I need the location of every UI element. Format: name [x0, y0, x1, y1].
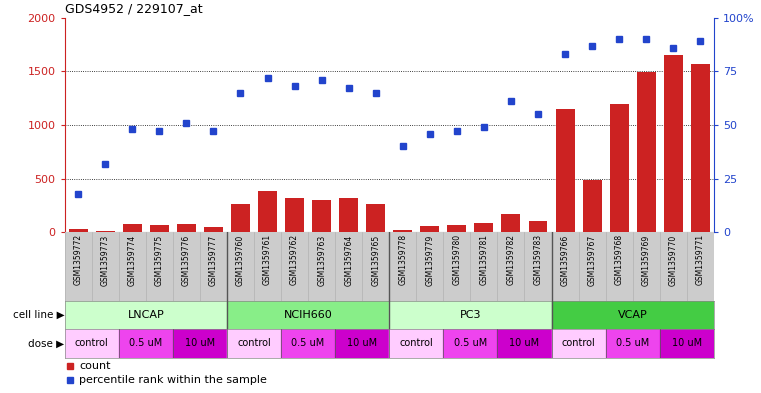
Text: LNCAP: LNCAP: [127, 310, 164, 320]
Bar: [281, 329, 335, 358]
Bar: [660, 329, 714, 358]
Bar: [606, 329, 660, 358]
Bar: [312, 200, 331, 232]
Bar: [366, 204, 385, 232]
Bar: [96, 231, 115, 232]
Text: control: control: [562, 338, 595, 349]
Bar: [691, 64, 710, 232]
Bar: [637, 72, 656, 232]
Text: 10 uM: 10 uM: [509, 338, 540, 349]
Bar: [65, 329, 119, 358]
Text: 0.5 uM: 0.5 uM: [454, 338, 487, 349]
Bar: [389, 301, 552, 329]
Text: percentile rank within the sample: percentile rank within the sample: [79, 375, 267, 385]
Bar: [231, 204, 250, 232]
Bar: [474, 223, 493, 232]
Text: VCAP: VCAP: [618, 310, 648, 320]
Bar: [393, 230, 412, 232]
Bar: [556, 109, 575, 232]
Text: GSM1359760: GSM1359760: [236, 234, 245, 286]
Text: cell line ▶: cell line ▶: [12, 310, 64, 320]
Bar: [552, 301, 714, 329]
Text: control: control: [400, 338, 433, 349]
Text: GSM1359783: GSM1359783: [533, 234, 543, 285]
Bar: [68, 229, 88, 232]
Text: GSM1359778: GSM1359778: [398, 234, 407, 285]
Bar: [177, 224, 196, 232]
Bar: [227, 301, 390, 329]
Bar: [204, 228, 223, 232]
Text: GSM1359782: GSM1359782: [507, 234, 515, 285]
Text: GSM1359768: GSM1359768: [615, 234, 624, 285]
Text: GSM1359761: GSM1359761: [263, 234, 272, 285]
Bar: [119, 329, 173, 358]
Bar: [285, 198, 304, 232]
Bar: [65, 301, 227, 329]
Bar: [610, 103, 629, 232]
Bar: [498, 329, 552, 358]
Bar: [444, 329, 498, 358]
Bar: [664, 55, 683, 232]
Bar: [339, 198, 358, 232]
Text: GSM1359774: GSM1359774: [128, 234, 137, 286]
Text: 10 uM: 10 uM: [672, 338, 702, 349]
Text: GSM1359766: GSM1359766: [561, 234, 569, 286]
Bar: [552, 329, 606, 358]
Text: 0.5 uM: 0.5 uM: [129, 338, 162, 349]
Bar: [389, 329, 444, 358]
Bar: [501, 214, 521, 232]
Text: GSM1359776: GSM1359776: [182, 234, 191, 286]
Text: NCIH660: NCIH660: [284, 310, 333, 320]
Text: GSM1359780: GSM1359780: [452, 234, 461, 285]
Bar: [447, 225, 466, 232]
Text: GSM1359764: GSM1359764: [344, 234, 353, 286]
Text: control: control: [75, 338, 109, 349]
Text: GSM1359781: GSM1359781: [479, 234, 489, 285]
Text: GSM1359773: GSM1359773: [100, 234, 110, 286]
Bar: [420, 226, 439, 232]
Text: GSM1359767: GSM1359767: [587, 234, 597, 286]
Bar: [335, 329, 390, 358]
Text: GSM1359771: GSM1359771: [696, 234, 705, 285]
Bar: [529, 221, 547, 232]
Text: control: control: [237, 338, 271, 349]
Bar: [150, 225, 169, 232]
Text: GSM1359763: GSM1359763: [317, 234, 326, 286]
Text: GSM1359772: GSM1359772: [74, 234, 83, 285]
Bar: [227, 329, 281, 358]
Text: GSM1359779: GSM1359779: [425, 234, 435, 286]
Text: GSM1359777: GSM1359777: [209, 234, 218, 286]
Text: GDS4952 / 229107_at: GDS4952 / 229107_at: [65, 2, 202, 15]
Text: count: count: [79, 362, 111, 371]
Text: 10 uM: 10 uM: [347, 338, 377, 349]
Text: GSM1359775: GSM1359775: [154, 234, 164, 286]
Text: 10 uM: 10 uM: [185, 338, 215, 349]
Text: 0.5 uM: 0.5 uM: [291, 338, 325, 349]
Bar: [258, 191, 277, 232]
Text: GSM1359765: GSM1359765: [371, 234, 380, 286]
Text: GSM1359770: GSM1359770: [669, 234, 678, 286]
Text: PC3: PC3: [460, 310, 481, 320]
Text: 0.5 uM: 0.5 uM: [616, 338, 649, 349]
Text: dose ▶: dose ▶: [28, 338, 64, 349]
Bar: [583, 180, 602, 232]
Text: GSM1359762: GSM1359762: [290, 234, 299, 285]
Bar: [123, 224, 142, 232]
Text: GSM1359769: GSM1359769: [642, 234, 651, 286]
Bar: [173, 329, 227, 358]
